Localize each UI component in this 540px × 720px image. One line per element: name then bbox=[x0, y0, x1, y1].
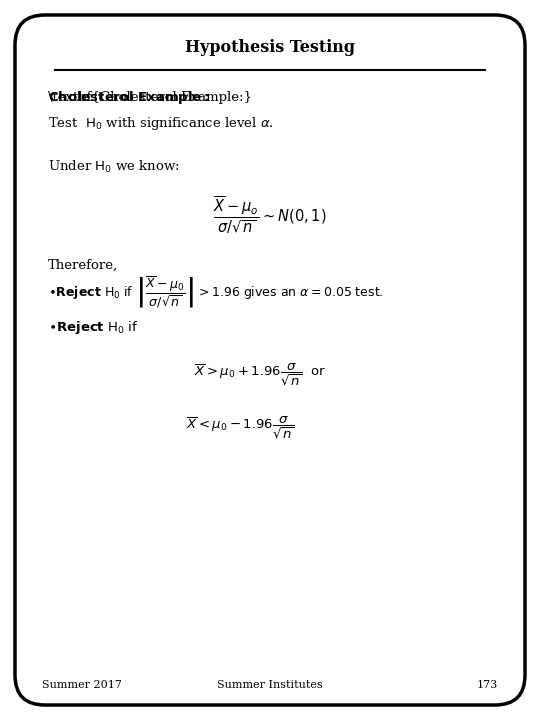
Text: $\overline{X} < \mu_0 - 1.96\dfrac{\sigma}{\sqrt{n}}$: $\overline{X} < \mu_0 - 1.96\dfrac{\sigm… bbox=[186, 415, 294, 441]
Text: $\mathbf{Cholesterol\ Example:}$: $\mathbf{Cholesterol\ Example:}$ bbox=[48, 89, 210, 107]
Text: Under $\rm{H}_0$ we know:: Under $\rm{H}_0$ we know: bbox=[48, 159, 179, 175]
Text: \textbf{Cholesterol Example:}: \textbf{Cholesterol Example:} bbox=[48, 91, 252, 104]
Text: 173: 173 bbox=[477, 680, 498, 690]
Text: $\dfrac{\overline{X}-\mu_o}{\sigma/\sqrt{n}} \sim N(0,1)$: $\dfrac{\overline{X}-\mu_o}{\sigma/\sqrt… bbox=[213, 194, 327, 235]
Text: $\bullet\mathbf{Reject}$ $\rm{H}_0$ if: $\bullet\mathbf{Reject}$ $\rm{H}_0$ if bbox=[48, 318, 139, 336]
Text: Therefore,: Therefore, bbox=[48, 258, 118, 271]
Text: Test  $\rm{H}_0$ with significance level $\alpha$.: Test $\rm{H}_0$ with significance level … bbox=[48, 115, 274, 132]
Text: $\bullet\mathbf{Reject}$ $\rm{H}_0$ if $\left|\dfrac{\overline{X}-\mu_0}{\sigma/: $\bullet\mathbf{Reject}$ $\rm{H}_0$ if $… bbox=[48, 274, 383, 310]
Text: Summer 2017: Summer 2017 bbox=[42, 680, 122, 690]
FancyBboxPatch shape bbox=[15, 15, 525, 705]
Text: Summer Institutes: Summer Institutes bbox=[217, 680, 323, 690]
Text: $\overline{X} > \mu_0+1.96\dfrac{\sigma}{\sqrt{n}}$  or: $\overline{X} > \mu_0+1.96\dfrac{\sigma}… bbox=[194, 362, 326, 388]
Text: Hypothesis Testing: Hypothesis Testing bbox=[185, 40, 355, 56]
